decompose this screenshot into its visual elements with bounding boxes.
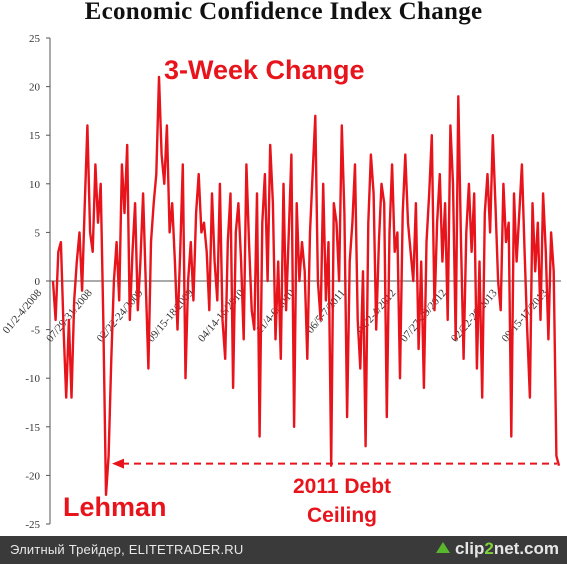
logo-text-two: 2: [484, 539, 494, 558]
y-tick-label: 5: [35, 227, 41, 239]
y-tick-label: 15: [29, 130, 41, 142]
y-tick-label: -25: [25, 519, 40, 531]
watermark-footer: Элитный Трейдер, ELITETRADER.RU clip2net…: [0, 536, 567, 564]
logo-text-net: net: [493, 539, 520, 558]
annotation-lehman: Lehman: [63, 492, 167, 522]
y-tick-label: 20: [29, 82, 41, 94]
y-tick-label: -20: [25, 470, 40, 482]
clip2net-logo: clip2net.com: [436, 539, 559, 559]
y-tick-label: 10: [29, 179, 41, 191]
annotation-3-week-change: 3-Week Change: [164, 55, 365, 85]
arrowhead-icon: [112, 458, 124, 469]
annotation-debt-ceiling: 2011 Debt Ceiling: [292, 475, 392, 527]
upload-arrow-icon: [436, 542, 451, 554]
y-tick-label: -15: [25, 422, 40, 434]
y-tick-label: -5: [31, 325, 41, 337]
y-tick-label: 0: [35, 276, 41, 288]
logo-text-clip: clip: [455, 539, 485, 558]
y-tick-label: 25: [29, 33, 41, 45]
logo-text-suffix: .com: [519, 539, 559, 558]
chart-area: Economic Confidence Index Change 25 20 15 1…: [1, 0, 561, 531]
series-line: [51, 75, 561, 496]
chart-title: Economic Confidence Index Change: [84, 0, 483, 25]
site-credit: Элитный Трейдер, ELITETRADER.RU: [10, 542, 244, 557]
y-tick-label: -10: [25, 373, 40, 385]
